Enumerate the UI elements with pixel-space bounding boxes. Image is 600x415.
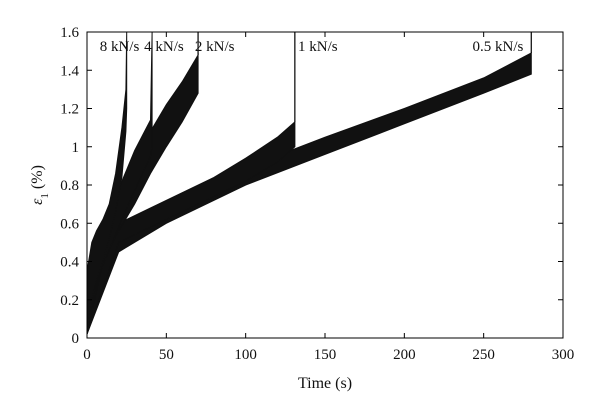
y-axis-symbol: ε [29,198,46,205]
series-labels: 8 kN/s 4 kN/s 2 kN/s 1 kN/s 0.5 kN/s [100,39,524,55]
series-band [86,120,296,335]
y-tick-label: 0 [72,331,80,347]
series-label: 8 kN/s [100,39,140,55]
series-label: 1 kN/s [298,39,338,55]
series-label: 2 kN/s [195,39,235,55]
y-tick-label: 1.4 [60,63,79,79]
x-tick-label: 50 [159,347,174,363]
y-tick-label: 0.4 [60,255,79,271]
failure-spikes [197,32,532,122]
series-label: 4 kN/s [144,39,184,55]
series-band [86,52,532,335]
y-axis-title: ε1 (%) [29,165,51,205]
x-tick-label: 150 [314,347,337,363]
y-tick-label: 0.6 [60,216,79,232]
y-tick-label: 0.8 [60,178,79,194]
x-tick-label: 0 [83,347,91,363]
x-axis-title: Time (s) [298,375,352,392]
y-tick-label: 1.6 [60,25,79,41]
y-tick-label: 1.2 [60,102,79,118]
series-bands [86,31,532,335]
y-axis-ticks: 0 0.2 0.4 0.6 0.8 1 1.2 1.4 1.6 [60,25,563,347]
y-tick-label: 1 [72,140,80,156]
y-axis-unit: (%) [29,165,46,189]
x-tick-label: 250 [472,347,495,363]
x-tick-label: 100 [234,347,257,363]
y-axis-subscript: 1 [39,193,51,199]
x-tick-label: 200 [393,347,416,363]
series-band [86,31,128,335]
x-axis-ticks: 0 50 100 150 200 250 300 [83,32,574,363]
x-tick-label: 300 [552,347,575,363]
y-tick-label: 0.2 [60,293,79,309]
series-label: 0.5 kN/s [473,39,524,55]
